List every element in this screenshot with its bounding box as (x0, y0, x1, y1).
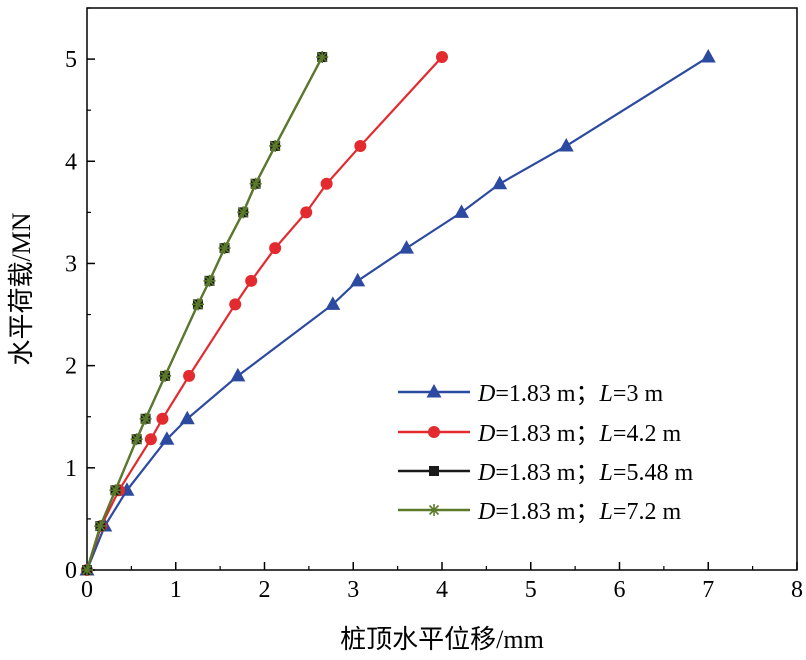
legend-item-4: D=1.83 m；L=7.2 m (398, 499, 681, 525)
x-tick-label: 3 (347, 577, 359, 603)
series-line (85, 56, 709, 571)
data-point (428, 426, 440, 438)
x-axis-title: 桩顶水平位移/mm (340, 625, 544, 654)
legend-label: D=1.83 m；L=5.48 m (477, 460, 693, 486)
series-4 (81, 51, 329, 576)
data-point (454, 204, 470, 218)
data-point (428, 504, 440, 516)
data-point (558, 137, 574, 152)
data-point (218, 242, 231, 255)
x-tick-label: 5 (525, 577, 537, 603)
legend-item-2: D=1.83 m；L=4.2 m (398, 421, 681, 447)
axes: 0 1 2 3 4 5 6 7 8 0 1 2 3 4 5 (65, 7, 803, 603)
series-1 (79, 49, 716, 576)
y-tick-label: 5 (65, 47, 77, 73)
legend: D=1.83 m；L=3 m D=1.83 m；L=4.2 m D=1.83 m；L… (398, 381, 693, 525)
x-tick-label: 0 (81, 577, 93, 603)
y-tick-label: 1 (65, 456, 77, 482)
data-point (203, 274, 216, 287)
series-3 (82, 52, 328, 575)
data-point (325, 296, 341, 310)
data-point (130, 433, 143, 446)
data-point (426, 384, 442, 398)
data-point (700, 49, 716, 63)
data-point (229, 298, 242, 311)
data-point (179, 410, 195, 425)
data-point (399, 240, 414, 254)
data-point (429, 466, 439, 476)
data-point (144, 433, 157, 446)
x-tick-label: 6 (614, 577, 626, 603)
data-point (249, 177, 262, 190)
series-2 (81, 51, 448, 576)
x-tick-label: 1 (170, 577, 182, 603)
y-tick-label: 2 (65, 354, 77, 380)
data-point (81, 564, 93, 576)
data-point (159, 431, 175, 445)
data-point (350, 272, 366, 287)
legend-item-3: D=1.83 m；L=5.48 m (398, 460, 693, 486)
data-point (139, 412, 152, 425)
data-point (156, 412, 169, 425)
data-point (436, 51, 448, 64)
series-layer (79, 49, 716, 576)
data-point (94, 520, 107, 533)
data-point (269, 242, 282, 255)
legend-item-1: D=1.83 m；L=3 m (398, 381, 663, 407)
data-point (245, 274, 258, 287)
legend-label: D=1.83 m；L=4.2 m (477, 421, 681, 447)
legend-label: D=1.83 m；L=3 m (477, 381, 663, 407)
data-point (191, 298, 204, 311)
x-tick-label: 7 (702, 577, 714, 603)
data-point (300, 206, 313, 219)
data-point (159, 369, 172, 382)
y-axis-title: 水平荷载/MN (7, 212, 36, 365)
series-line (85, 56, 443, 571)
y-tick-label: 0 (65, 558, 77, 584)
data-point (320, 177, 333, 190)
data-point (183, 369, 196, 382)
data-point (492, 175, 508, 190)
legend-label: D=1.83 m；L=7.2 m (477, 499, 681, 525)
y-tick-label: 4 (65, 149, 77, 175)
x-tick-label: 2 (259, 577, 271, 603)
data-point (354, 139, 367, 152)
data-point (316, 51, 329, 64)
data-point (237, 206, 250, 219)
x-tick-label: 8 (791, 577, 803, 603)
data-point (269, 139, 282, 152)
y-tick-label: 3 (65, 251, 77, 277)
x-tick-label: 4 (436, 577, 448, 603)
data-point (109, 484, 122, 497)
data-point (230, 367, 246, 382)
